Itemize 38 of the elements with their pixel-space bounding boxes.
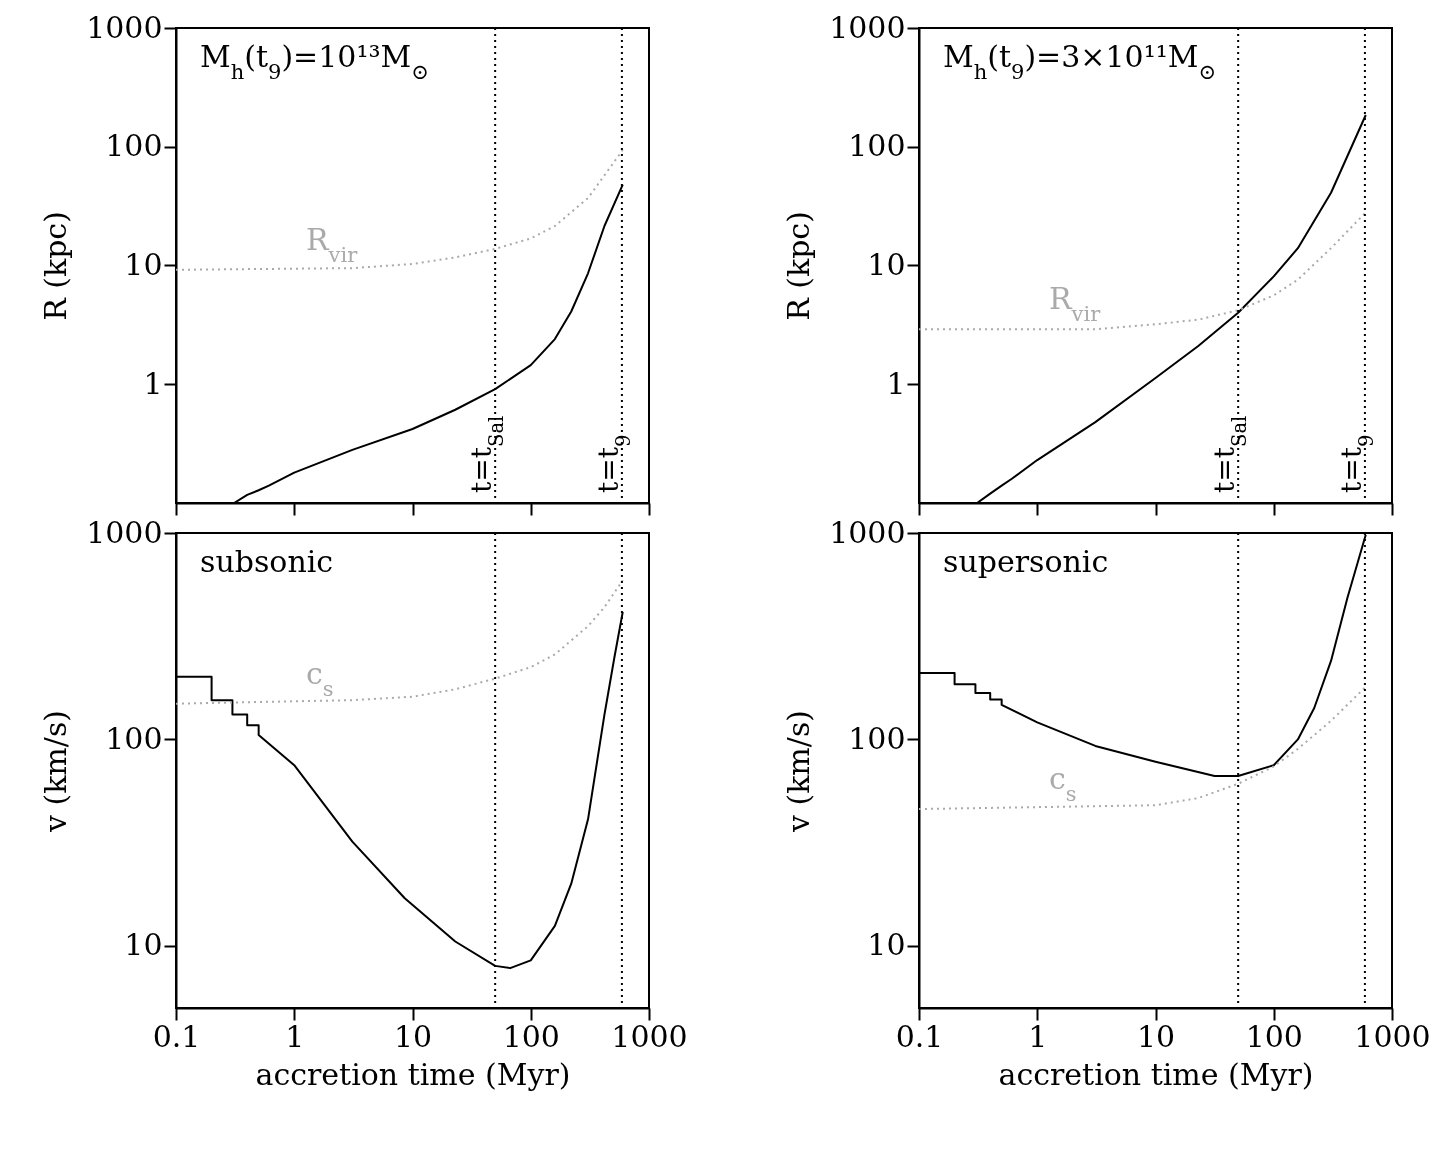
y-tick-label: 100 xyxy=(105,720,163,756)
annotation: supersonic xyxy=(943,544,1109,579)
series-label: c$_{s}$ xyxy=(1049,761,1077,807)
y-tick-label: 1 xyxy=(886,365,906,401)
y-tick-label: 1000 xyxy=(829,514,906,550)
annotation: M$_{h}$(t$_{9}$)=10¹³M$_{⊙}$ xyxy=(200,39,429,84)
x-tick-label: 10 xyxy=(1136,1018,1176,1054)
x-tick-label: 1000 xyxy=(1354,1018,1431,1054)
y-axis-title: R (kpc) xyxy=(781,211,817,321)
y-tick-label: 100 xyxy=(105,128,163,164)
x-axis-title: accretion time (Myr) xyxy=(998,1056,1314,1092)
x-tick-label: 0.1 xyxy=(895,1018,944,1054)
y-tick-label: 10 xyxy=(124,247,163,282)
x-tick-label: 0.1 xyxy=(152,1018,201,1054)
x-tick-label: 1 xyxy=(285,1018,305,1054)
annotation: subsonic xyxy=(200,544,334,579)
series-label: R$_{vir}$ xyxy=(306,221,359,267)
series-label: c$_{s}$ xyxy=(306,655,334,701)
y-tick-label: 10 xyxy=(124,927,163,963)
y-tick-label: 10 xyxy=(867,927,906,963)
y-tick-label: 1000 xyxy=(86,9,163,45)
y-tick-label: 10 xyxy=(867,247,906,282)
x-tick-label: 10 xyxy=(393,1018,433,1054)
x-tick-label: 100 xyxy=(1245,1018,1303,1054)
y-tick-label: 1000 xyxy=(86,514,163,550)
y-axis-title: v (km/s) xyxy=(781,709,817,834)
annotation: M$_{h}$(t$_{9}$)=3×10¹¹M$_{⊙}$ xyxy=(943,39,1217,84)
x-tick-label: 1 xyxy=(1028,1018,1048,1054)
y-tick-label: 1 xyxy=(143,365,163,401)
x-tick-label: 100 xyxy=(502,1018,560,1054)
y-tick-label: 100 xyxy=(848,128,906,164)
y-tick-label: 1000 xyxy=(829,9,906,45)
x-tick-label: 1000 xyxy=(611,1018,688,1054)
series-label: R$_{vir}$ xyxy=(1049,281,1102,327)
x-axis-title: accretion time (Myr) xyxy=(255,1056,571,1092)
y-tick-label: 100 xyxy=(848,720,906,756)
y-axis-title: v (km/s) xyxy=(38,709,74,834)
y-axis-title: R (kpc) xyxy=(38,211,74,321)
